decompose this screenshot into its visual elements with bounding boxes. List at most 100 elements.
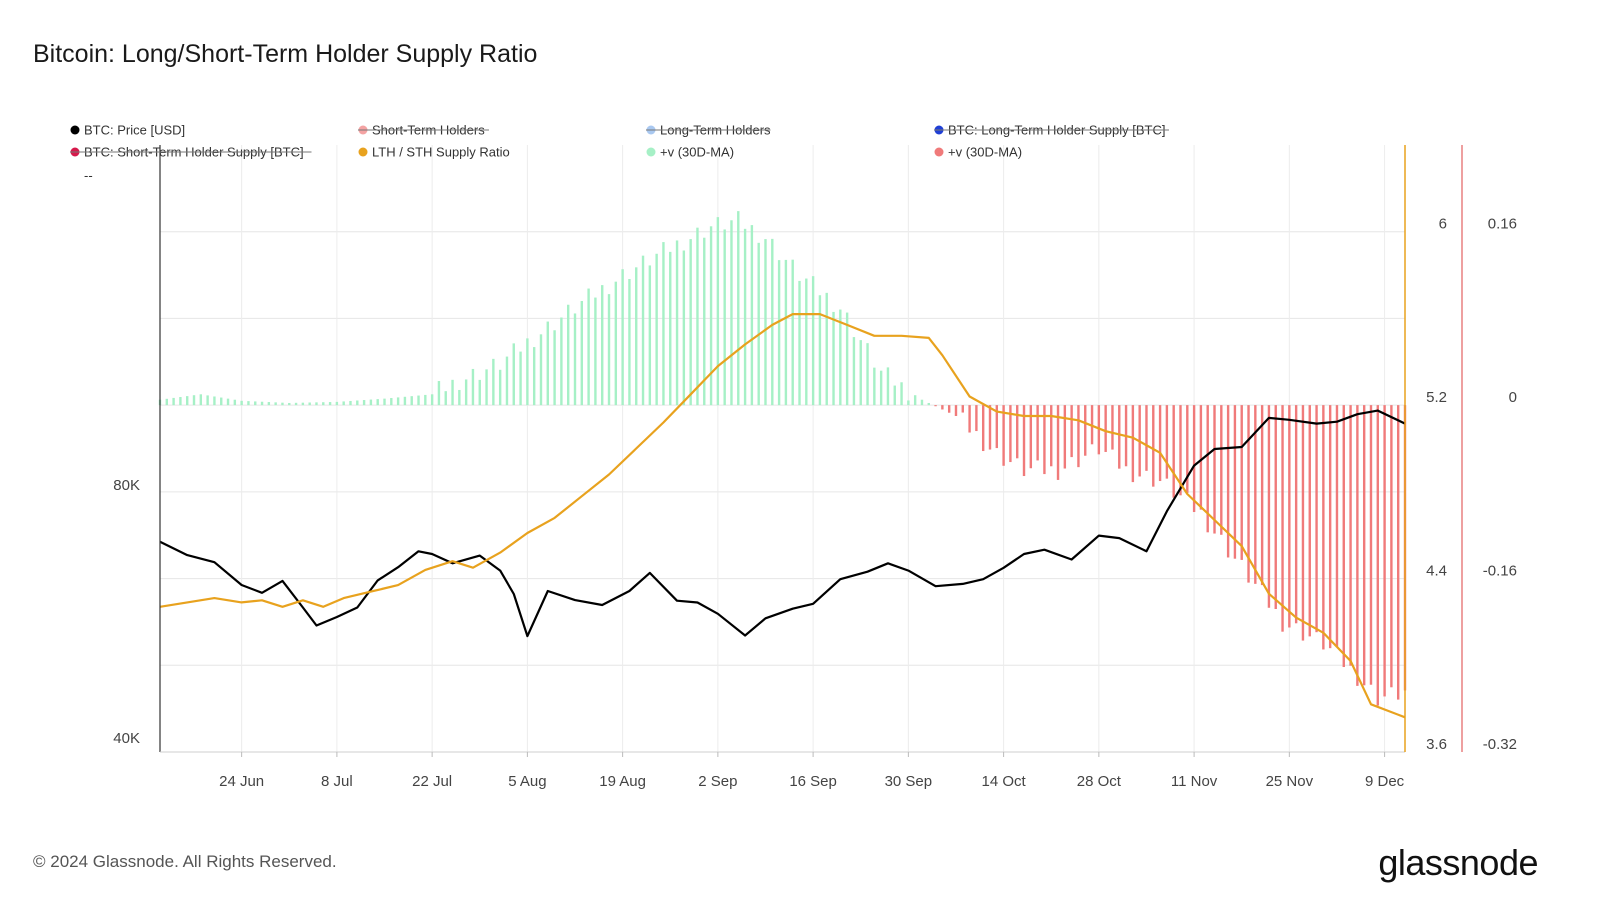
positive-change-bar <box>716 217 720 406</box>
x-tick-label: 16 Sep <box>789 773 837 790</box>
negative-change-bar <box>1145 405 1148 471</box>
positive-change-bar <box>811 276 815 406</box>
legend-item[interactable]: Long-Term Holders <box>646 123 771 138</box>
legend-extra: -- <box>84 168 93 183</box>
negative-change-bar <box>1247 405 1250 583</box>
positive-change-bar <box>893 385 896 406</box>
positive-change-bar <box>376 399 379 406</box>
negative-change-bar <box>1315 405 1318 633</box>
positive-change-bar <box>920 399 924 406</box>
positive-change-bar <box>737 211 740 406</box>
negative-change-bar <box>1070 405 1073 458</box>
change-bars <box>158 211 1407 706</box>
change-tick-label: 0.16 <box>1488 216 1517 233</box>
positive-change-bar <box>464 379 468 406</box>
positive-change-bar <box>179 397 182 406</box>
ratio-tick-label: 4.4 <box>1426 563 1447 580</box>
negative-change-bar <box>1308 405 1311 637</box>
positive-change-bar <box>458 389 461 406</box>
positive-change-bar <box>172 397 175 406</box>
positive-change-bar <box>913 395 917 406</box>
positive-change-bar <box>240 400 243 406</box>
legend-item[interactable]: Short-Term Holders <box>358 123 489 138</box>
positive-change-bar <box>192 395 196 406</box>
negative-change-bar <box>1322 405 1325 650</box>
price-tick-label: 40K <box>113 730 140 747</box>
legend-item[interactable]: BTC: Long-Term Holder Supply [BTC] <box>934 123 1169 138</box>
positive-change-bar <box>655 253 658 406</box>
negative-change-bar <box>1050 405 1053 467</box>
positive-change-bar <box>301 402 305 406</box>
positive-change-bar <box>560 317 563 406</box>
positive-change-bar <box>424 394 427 406</box>
positive-change-bar <box>437 381 441 406</box>
positive-change-bar <box>601 285 604 406</box>
legend-item[interactable]: +v (30D-MA) <box>646 145 735 160</box>
negative-change-bar <box>1179 405 1182 496</box>
positive-change-bar <box>349 400 352 406</box>
negative-change-bar <box>1213 405 1216 534</box>
positive-change-bar <box>471 368 475 406</box>
legend-item[interactable]: BTC: Short-Term Holder Supply [BTC] <box>70 145 312 160</box>
positive-change-bar <box>206 395 209 406</box>
negative-change-bar <box>1288 405 1291 628</box>
legend[interactable]: BTC: Price [USD] Short-Term Holders Long-T… <box>70 123 1169 184</box>
positive-change-bar <box>396 397 400 406</box>
x-tick-label: 2 Sep <box>698 773 737 790</box>
positive-change-bar <box>594 297 597 406</box>
positive-change-bar <box>342 401 345 406</box>
positive-change-bar <box>362 400 366 406</box>
legend-swatch <box>70 125 80 135</box>
positive-change-bar <box>322 402 325 406</box>
negative-change-bar <box>1254 405 1257 584</box>
price-tick-label: 80K <box>113 477 140 494</box>
positive-change-bar <box>771 238 774 406</box>
positive-change-bar <box>233 399 237 406</box>
positive-change-bar <box>566 304 570 406</box>
positive-change-bar <box>839 309 842 406</box>
positive-change-bar <box>553 330 556 406</box>
x-tick-label: 19 Aug <box>599 773 646 790</box>
negative-change-bar <box>1084 405 1087 456</box>
positive-change-bar <box>587 288 590 406</box>
positive-change-bar <box>505 356 509 406</box>
ratio-tick-label: 5.2 <box>1426 389 1447 406</box>
chart-title: Bitcoin: Long/Short-Term Holder Supply R… <box>33 40 538 68</box>
positive-change-bar <box>682 250 686 406</box>
positive-change-bar <box>927 402 930 406</box>
positive-change-bar <box>315 402 318 406</box>
positive-change-bar <box>743 228 747 406</box>
negative-change-bar <box>1029 405 1033 469</box>
legend-item[interactable]: LTH / STH Supply Ratio <box>358 145 510 160</box>
negative-change-bar <box>1335 405 1339 647</box>
positive-change-bar <box>444 391 447 406</box>
negative-change-bar <box>975 405 978 432</box>
series-lines <box>159 313 1406 719</box>
negative-change-bar <box>1396 405 1400 700</box>
negative-change-bar <box>1016 405 1019 459</box>
negative-change-bar <box>1362 405 1366 686</box>
negative-change-bar <box>1097 405 1101 455</box>
negative-change-bar <box>1043 405 1046 475</box>
positive-change-bar <box>675 240 679 406</box>
positive-change-bar <box>805 278 808 406</box>
positive-change-bar <box>580 300 584 406</box>
legend-swatch <box>934 147 944 157</box>
positive-change-bar <box>294 402 298 406</box>
positive-change-bar <box>356 400 359 406</box>
positive-change-bar <box>199 394 203 406</box>
negative-change-bar <box>1220 405 1223 535</box>
change-tick-label: -0.32 <box>1483 736 1517 753</box>
ratio-tick-label: 6 <box>1439 216 1447 233</box>
positive-change-bar <box>866 343 869 406</box>
brand-logo[interactable]: glassnode <box>1378 842 1538 883</box>
positive-change-bar <box>410 396 413 406</box>
legend-item[interactable]: BTC: Price [USD] <box>70 123 186 138</box>
positive-change-bar <box>546 321 549 406</box>
positive-change-bar <box>859 340 862 406</box>
negative-change-bar <box>947 405 951 413</box>
ratio-tick-label: 3.6 <box>1426 736 1447 753</box>
x-tick-label: 14 Oct <box>982 773 1027 790</box>
legend-item[interactable]: +v (30D-MA) <box>934 145 1023 160</box>
positive-change-bar <box>614 281 618 406</box>
